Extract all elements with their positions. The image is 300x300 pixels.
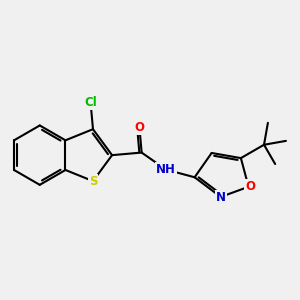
Text: NH: NH: [156, 163, 176, 176]
Text: S: S: [89, 175, 97, 188]
Text: O: O: [134, 121, 144, 134]
Text: O: O: [245, 180, 255, 193]
Text: N: N: [216, 191, 226, 204]
Text: Cl: Cl: [84, 96, 97, 109]
